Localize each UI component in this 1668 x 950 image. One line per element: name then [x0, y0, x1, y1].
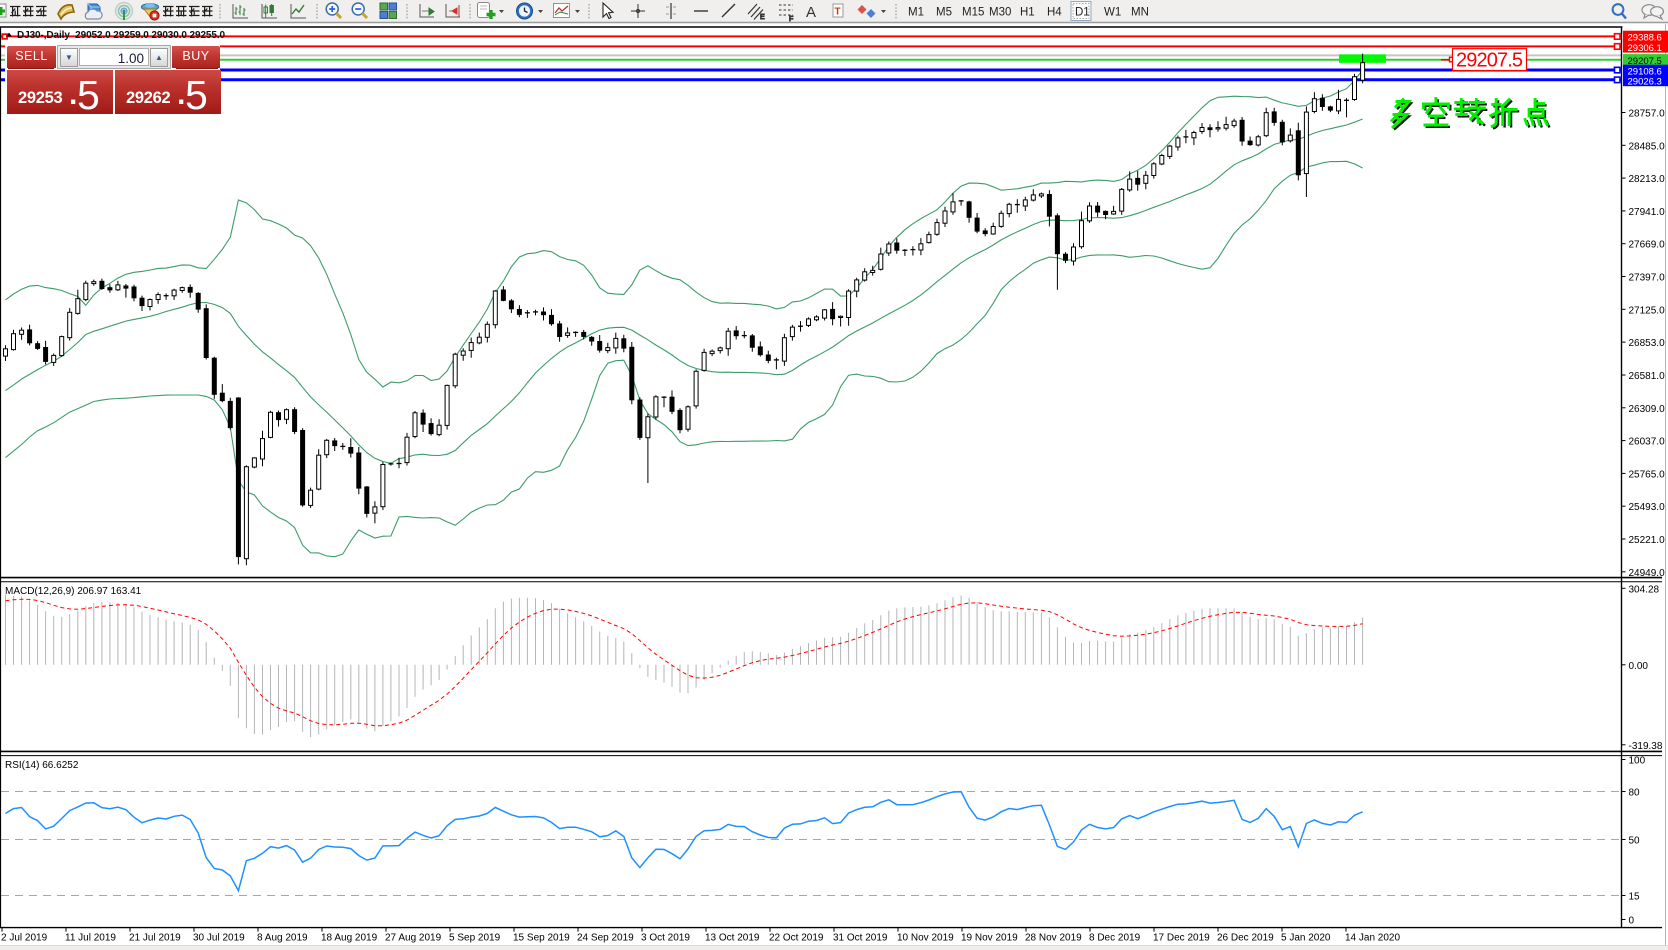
svg-text:M5: M5 [936, 7, 952, 19]
svg-text:28485.0: 28485.0 [1629, 141, 1666, 152]
svg-text:304.28: 304.28 [1629, 584, 1660, 595]
svg-text:A: A [806, 4, 816, 21]
svg-text:F: F [789, 16, 793, 23]
svg-text:8 Dec 2019: 8 Dec 2019 [1089, 933, 1141, 944]
svg-text:24 Sep 2019: 24 Sep 2019 [577, 933, 634, 944]
svg-text:26309.0: 26309.0 [1629, 404, 1666, 415]
svg-text:29388.6: 29388.6 [1628, 32, 1662, 43]
svg-text:H1: H1 [1020, 7, 1035, 19]
svg-text:15: 15 [1629, 892, 1641, 903]
svg-text:19 Nov 2019: 19 Nov 2019 [961, 933, 1018, 944]
svg-text:27397.0: 27397.0 [1629, 273, 1666, 284]
svg-text:M15: M15 [962, 7, 984, 19]
svg-text:29207.5: 29207.5 [1628, 56, 1662, 67]
svg-text:27 Aug 2019: 27 Aug 2019 [385, 933, 442, 944]
svg-text:28 Nov 2019: 28 Nov 2019 [1025, 933, 1082, 944]
svg-text:T: T [835, 7, 841, 18]
svg-text:100: 100 [1629, 756, 1646, 767]
svg-text:DJ30-,Daily 29052.0 29259.0 2: DJ30-,Daily 29052.0 29259.0 29030.0 2925… [17, 30, 226, 41]
svg-text:15 Sep 2019: 15 Sep 2019 [513, 933, 570, 944]
svg-text:M1: M1 [908, 7, 924, 19]
svg-text:31 Oct 2019: 31 Oct 2019 [833, 933, 888, 944]
svg-text:14 Jan 2020: 14 Jan 2020 [1345, 933, 1400, 944]
svg-text:27669.0: 27669.0 [1629, 240, 1666, 251]
svg-text:26037.0: 26037.0 [1629, 437, 1666, 448]
svg-text:11 Jul 2019: 11 Jul 2019 [65, 933, 116, 944]
svg-text:8 Aug 2019: 8 Aug 2019 [257, 933, 308, 944]
svg-text:80: 80 [1629, 788, 1641, 799]
svg-text:22 Oct 2019: 22 Oct 2019 [769, 933, 824, 944]
svg-text:29026.3: 29026.3 [1628, 76, 1662, 87]
svg-text:13 Oct 2019: 13 Oct 2019 [705, 933, 760, 944]
svg-text:24949.0: 24949.0 [1629, 568, 1666, 579]
svg-text:5 Sep 2019: 5 Sep 2019 [449, 933, 501, 944]
svg-text:MN: MN [1131, 7, 1149, 19]
svg-text:26853.0: 26853.0 [1629, 338, 1666, 349]
svg-text:21 Jul 2019: 21 Jul 2019 [129, 933, 181, 944]
svg-text:E: E [760, 14, 765, 21]
svg-text:25221.0: 25221.0 [1629, 535, 1666, 546]
svg-text:17 Dec 2019: 17 Dec 2019 [1153, 933, 1210, 944]
svg-text:28213.0: 28213.0 [1629, 174, 1666, 185]
svg-text:M30: M30 [989, 7, 1011, 19]
svg-text:0.00: 0.00 [1629, 661, 1649, 672]
svg-text:3 Oct 2019: 3 Oct 2019 [641, 933, 690, 944]
svg-text:50: 50 [1629, 836, 1641, 847]
svg-text:29207.5: 29207.5 [1456, 50, 1523, 72]
svg-text:28757.0: 28757.0 [1629, 109, 1666, 120]
svg-text:-319.38: -319.38 [1629, 741, 1663, 752]
svg-text:2 Jul 2019: 2 Jul 2019 [1, 933, 48, 944]
svg-text:18 Aug 2019: 18 Aug 2019 [321, 933, 378, 944]
svg-text:25765.0: 25765.0 [1629, 469, 1666, 480]
svg-text:RSI(14) 66.6252: RSI(14) 66.6252 [5, 760, 79, 771]
svg-text:27125.0: 27125.0 [1629, 305, 1666, 316]
svg-text:29306.1: 29306.1 [1628, 43, 1662, 54]
svg-text:W1: W1 [1104, 7, 1121, 19]
svg-text:25493.0: 25493.0 [1629, 502, 1666, 513]
svg-text:30 Jul 2019: 30 Jul 2019 [193, 933, 245, 944]
svg-text:MACD(12,26,9) 206.97 163.41: MACD(12,26,9) 206.97 163.41 [5, 586, 142, 597]
svg-text:0: 0 [1629, 916, 1635, 927]
svg-text:29108.6: 29108.6 [1628, 66, 1662, 77]
svg-text:26581.0: 26581.0 [1629, 371, 1666, 382]
svg-text:10 Nov 2019: 10 Nov 2019 [897, 933, 954, 944]
svg-text:27941.0: 27941.0 [1629, 207, 1666, 218]
svg-text:26 Dec 2019: 26 Dec 2019 [1217, 933, 1274, 944]
svg-text:5 Jan 2020: 5 Jan 2020 [1281, 933, 1331, 944]
svg-text:D1: D1 [1075, 7, 1090, 19]
svg-text:H4: H4 [1047, 7, 1062, 19]
